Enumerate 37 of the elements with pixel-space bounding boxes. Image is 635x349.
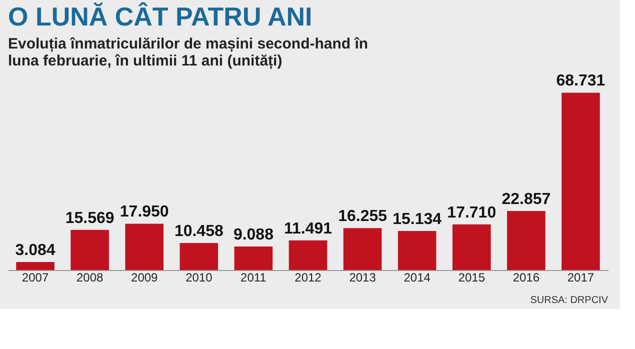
- data-label: 22.857: [502, 191, 551, 208]
- bar: [288, 240, 328, 270]
- data-label: 11.491: [284, 220, 332, 238]
- x-tick-label: 2010: [186, 270, 213, 284]
- bar: [452, 224, 491, 270]
- bar: [398, 230, 436, 270]
- data-label: 16.255: [338, 208, 388, 226]
- data-label: 17.950: [120, 204, 169, 221]
- text: luna februarie, în ultimii 11 ani (unități): [8, 52, 282, 70]
- bar: [125, 224, 164, 270]
- x-tick-label: 2012: [294, 270, 322, 284]
- data-label: 15.569: [65, 210, 114, 227]
- x-tick-label: 2013: [349, 270, 376, 284]
- x-tick-label: 2009: [131, 270, 158, 284]
- data-label: 3.084: [15, 242, 56, 260]
- x-tick-label: 2014: [404, 270, 431, 284]
- bar: [16, 262, 54, 270]
- x-tick-label: 2017: [567, 270, 594, 284]
- x-tick-label: 2007: [22, 270, 49, 284]
- text: Evoluția înmatriculărilor de mașini second-hand în: [8, 36, 368, 53]
- data-label: 68.731: [556, 72, 606, 90]
- text: SURSA: DRPCIV: [530, 295, 608, 306]
- x-tick-label: 2011: [240, 270, 267, 284]
- bar: [507, 211, 546, 270]
- x-tick-label: 2016: [512, 270, 540, 284]
- bar: [70, 230, 109, 270]
- x-tick-label: 2015: [458, 270, 486, 284]
- bar: [180, 243, 218, 270]
- data-label: 15.134: [392, 210, 442, 228]
- bar: [562, 92, 600, 270]
- bar: [343, 228, 382, 270]
- data-label: 9.088: [233, 226, 274, 244]
- x-tick-label: 2008: [76, 270, 104, 284]
- data-label: 17.710: [447, 204, 496, 222]
- bar: [234, 246, 273, 270]
- chart-title: O LUNĂ CÂT PATRU ANI: [8, 2, 312, 32]
- data-label: 10.458: [174, 223, 224, 240]
